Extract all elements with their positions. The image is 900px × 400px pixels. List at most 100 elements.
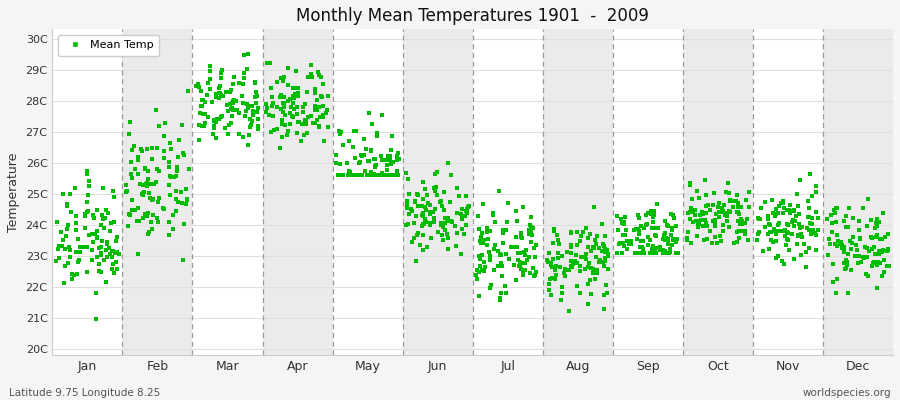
Point — [639, 222, 653, 229]
Point — [178, 186, 193, 192]
Point — [507, 262, 521, 268]
Point — [310, 117, 324, 124]
Point — [220, 108, 235, 114]
Point — [384, 172, 399, 178]
Point — [304, 112, 319, 119]
Point — [379, 172, 393, 178]
Point — [434, 219, 448, 226]
Point — [410, 232, 424, 238]
Point — [670, 236, 685, 242]
Point — [707, 223, 722, 229]
Point — [773, 200, 788, 206]
Point — [821, 252, 835, 258]
Point — [629, 226, 643, 232]
Point — [436, 237, 450, 244]
Point — [277, 74, 292, 81]
Point — [788, 218, 802, 224]
Point — [582, 231, 597, 237]
Point — [130, 218, 144, 224]
Point — [656, 247, 670, 254]
Point — [793, 177, 807, 183]
Point — [498, 283, 512, 290]
Point — [149, 215, 164, 221]
Point — [517, 249, 531, 255]
Point — [719, 212, 733, 219]
Point — [275, 116, 290, 123]
Point — [730, 229, 744, 236]
Point — [580, 225, 594, 232]
Point — [723, 196, 737, 203]
Point — [781, 207, 796, 213]
Point — [710, 240, 724, 247]
Point — [774, 258, 788, 264]
Point — [353, 158, 367, 165]
Point — [593, 257, 608, 263]
Point — [472, 253, 486, 259]
Point — [601, 251, 616, 258]
Point — [868, 220, 883, 226]
Point — [195, 97, 210, 103]
Point — [562, 308, 576, 314]
Point — [106, 270, 121, 276]
Point — [482, 248, 497, 255]
Point — [473, 256, 488, 262]
Point — [802, 244, 816, 251]
Point — [842, 290, 856, 296]
Point — [94, 269, 108, 275]
Point — [383, 157, 398, 163]
Point — [248, 79, 262, 86]
Point — [122, 131, 136, 137]
Point — [162, 164, 176, 170]
Point — [360, 172, 374, 178]
Point — [769, 206, 783, 212]
Point — [860, 254, 874, 260]
Point — [176, 152, 191, 158]
Point — [609, 213, 624, 220]
Point — [277, 104, 292, 110]
Point — [88, 289, 103, 296]
Point — [718, 189, 733, 196]
Point — [842, 204, 856, 211]
Point — [634, 250, 648, 256]
Point — [381, 172, 395, 178]
Point — [493, 290, 508, 296]
Point — [512, 263, 526, 269]
Point — [381, 172, 395, 178]
Point — [477, 237, 491, 243]
Point — [846, 214, 860, 221]
Point — [496, 230, 510, 236]
Point — [789, 240, 804, 247]
Point — [389, 172, 403, 178]
Point — [785, 219, 799, 225]
Point — [518, 260, 533, 266]
Point — [837, 218, 851, 224]
Point — [89, 316, 104, 322]
Point — [207, 123, 221, 129]
Point — [194, 88, 208, 94]
Point — [830, 243, 844, 250]
Point — [833, 239, 848, 245]
Point — [164, 145, 178, 152]
Point — [263, 60, 277, 67]
Point — [241, 131, 256, 138]
Point — [346, 144, 361, 150]
Point — [867, 244, 881, 250]
Point — [361, 158, 375, 164]
Point — [715, 205, 729, 211]
Point — [248, 100, 263, 106]
Point — [137, 189, 151, 196]
Point — [486, 211, 500, 218]
Point — [742, 204, 756, 210]
Point — [162, 218, 176, 225]
Point — [723, 209, 737, 215]
Point — [769, 238, 783, 244]
Point — [460, 210, 474, 216]
Point — [573, 232, 588, 239]
Point — [454, 206, 469, 212]
Point — [549, 262, 563, 269]
Point — [846, 233, 860, 240]
Point — [403, 206, 418, 212]
Point — [86, 238, 101, 245]
Point — [752, 216, 766, 222]
Point — [69, 213, 84, 219]
